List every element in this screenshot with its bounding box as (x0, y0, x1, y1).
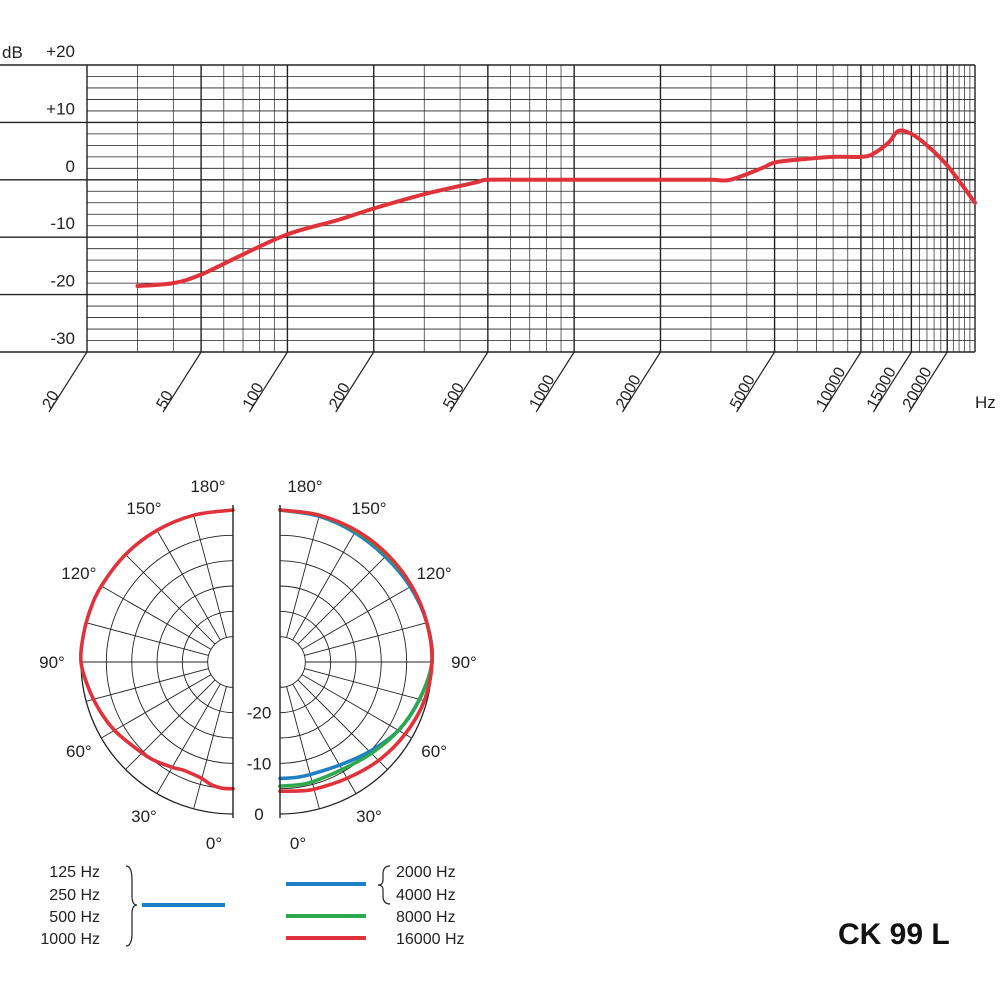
x-tick-label: 15000 (864, 365, 900, 412)
polar-spoke (101, 674, 212, 739)
polar-spoke (297, 554, 388, 645)
x-tick-label: 500 (440, 380, 468, 412)
polar-right-curve (278, 508, 435, 788)
frequency-response-labels: dB Hz +20 +10 0 -10 -20 -30 20 50 100 200 500 1000 2… (2, 42, 996, 412)
x-tick-slant (162, 351, 202, 413)
x-tick-slant (872, 351, 912, 413)
legend-brace-right (377, 865, 391, 905)
polar-spoke (125, 554, 216, 645)
legend-label-right: 8000 Hz (396, 909, 456, 926)
polar-radial-label: -20 (247, 704, 272, 723)
polar-angle-label: 120° (417, 564, 452, 583)
polar-spoke (156, 530, 221, 641)
y-tick-label: +20 (46, 42, 75, 61)
x-tick-label: 20000 (900, 365, 936, 412)
x-tick-label: 50 (154, 388, 177, 412)
polar-spoke (292, 683, 357, 794)
polar-spoke (86, 668, 209, 702)
polar-angle-label: 30° (356, 807, 382, 826)
frequency-response-curve-layer (135, 128, 977, 288)
polar-left-grid (80, 509, 234, 815)
legend: 125 Hz 250 Hz 500 Hz 1000 Hz 2000 Hz 4000 Hz 8… (40, 864, 464, 948)
x-tick-slant (736, 351, 776, 413)
polar-angle-label: 90° (451, 653, 477, 672)
x-tick-slant (535, 351, 575, 413)
polar-spoke (301, 585, 412, 650)
polar-angle-label: 180° (190, 477, 225, 496)
y-axis-label: dB (2, 43, 23, 62)
x-tick-slant (822, 351, 862, 413)
x-tick-slant (621, 351, 661, 413)
polar-radial-label: 0 (254, 805, 263, 824)
polar-angle-label: 90° (39, 653, 65, 672)
polar-angle-label: 0° (206, 834, 222, 853)
polar-spoke (297, 679, 388, 770)
x-tick-label: 5000 (727, 372, 759, 411)
polar-angle-label: 0° (290, 834, 306, 853)
polar-spoke (301, 674, 412, 739)
legend-label-right: 2000 Hz (396, 864, 456, 881)
x-tick-label: 10000 (813, 365, 849, 412)
x-axis-unit-label: Hz (975, 393, 996, 412)
model-name: CK 99 L (838, 918, 950, 951)
polar-curves (78, 508, 435, 793)
y-tick-label: -10 (50, 214, 75, 233)
polar-spoke (193, 686, 227, 809)
polar-angle-label: 60° (66, 742, 92, 761)
polar-angle-label: 30° (131, 807, 157, 826)
polar-right-grid (279, 509, 433, 815)
y-tick-label: -20 (50, 272, 75, 291)
polar-labels: 180° 150° 120° 90° 60° 30° 0° 180° 150° 120° 90° 60… (39, 477, 477, 853)
polar-spoke (304, 668, 427, 702)
polar-ring (207, 636, 234, 688)
x-tick-label: 20 (40, 388, 63, 412)
frequency-response-line (135, 128, 977, 288)
polar-right-curve (278, 508, 434, 793)
polar-angle-label: 150° (126, 499, 161, 518)
x-tick-slant (48, 351, 88, 413)
legend-label-left: 250 Hz (49, 887, 100, 904)
polar-angle-label: 150° (351, 499, 386, 518)
y-tick-label: 0 (66, 157, 75, 176)
polar-spoke (101, 585, 212, 650)
x-tick-slant (449, 351, 489, 413)
polar-spoke (286, 515, 320, 638)
polar-angle-label: 120° (61, 564, 96, 583)
legend-label-left: 125 Hz (49, 864, 100, 881)
x-tick-slant (908, 351, 948, 413)
polar-spoke (86, 622, 209, 656)
x-tick-label: 100 (240, 380, 268, 412)
y-tick-label: -30 (50, 329, 75, 348)
polar-ring (279, 636, 306, 688)
x-tick-slant (335, 351, 375, 413)
legend-label-right: 16000 Hz (396, 931, 465, 948)
polar-angle-label: 180° (287, 477, 322, 496)
x-tick-slant (248, 351, 288, 413)
polar-left-curve (78, 508, 235, 791)
polar-radial-label: -10 (247, 754, 272, 773)
legend-label-left: 1000 Hz (40, 931, 100, 948)
legend-label-left: 500 Hz (49, 909, 100, 926)
x-tick-label: 2000 (613, 372, 645, 411)
x-tick-label: 200 (326, 380, 354, 412)
polar-spoke (193, 515, 227, 638)
y-tick-label: +10 (46, 99, 75, 118)
legend-label-right: 4000 Hz (396, 887, 456, 904)
polar-spoke (304, 622, 427, 656)
frequency-response-grid (0, 64, 976, 413)
legend-brace-left (125, 865, 138, 947)
polar-angle-label: 60° (421, 742, 447, 761)
polar-spoke (292, 530, 357, 641)
x-tick-label: 1000 (527, 372, 559, 411)
polar-spoke (125, 679, 216, 770)
polar-spoke (156, 683, 221, 794)
